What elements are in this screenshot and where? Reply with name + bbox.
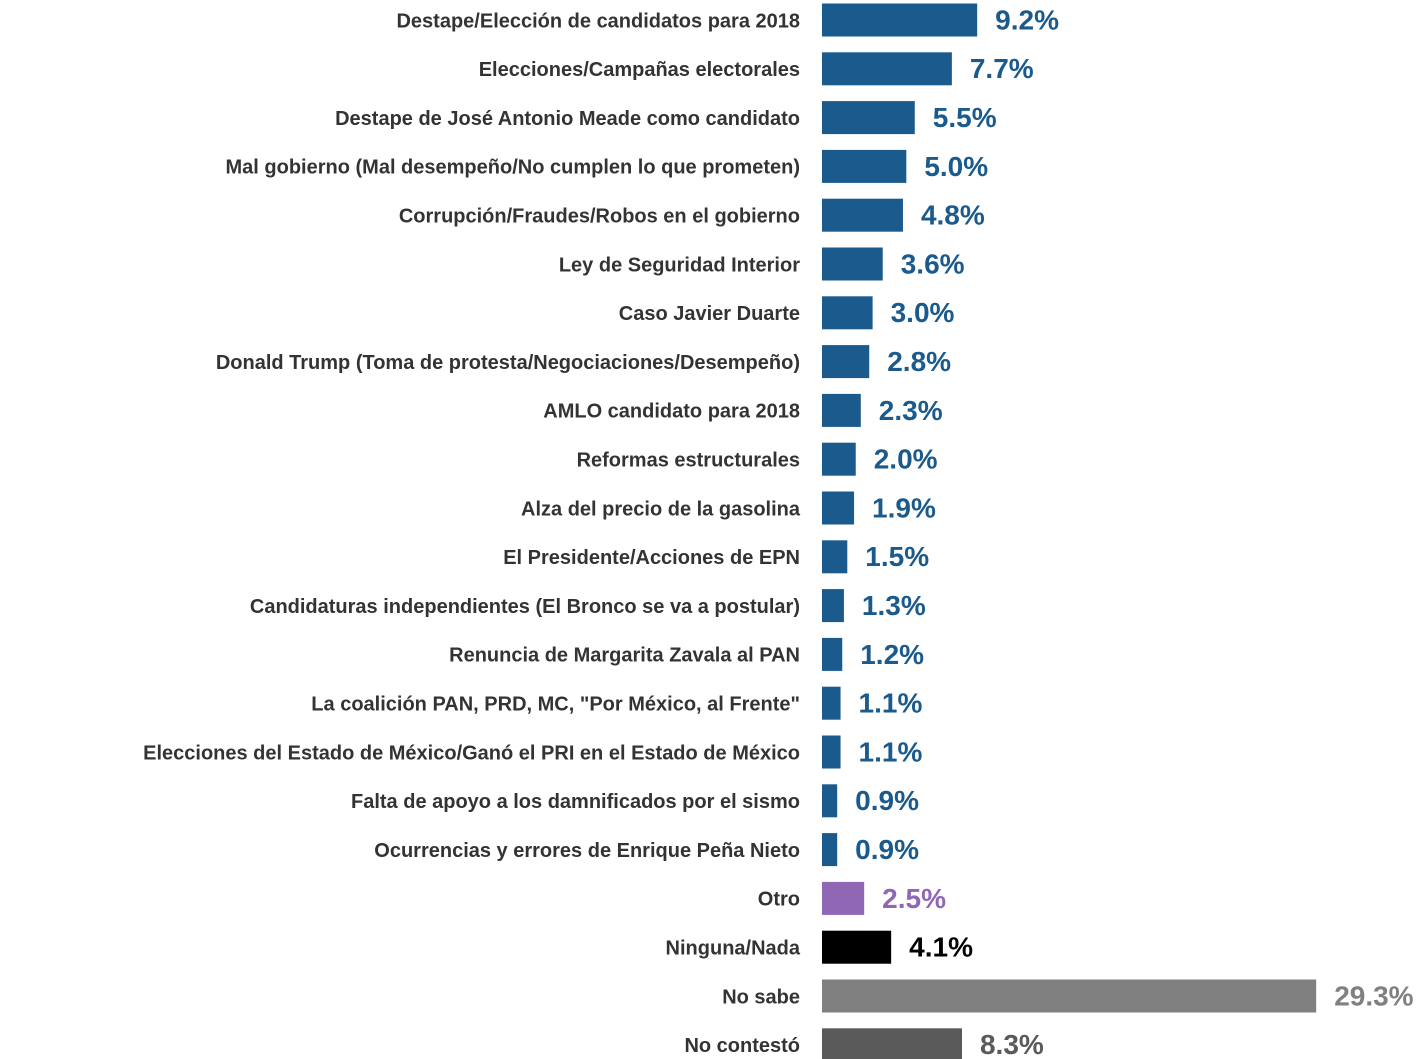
bar	[822, 881, 865, 915]
value-label: 3.6%	[901, 248, 965, 279]
category-label: Reformas estructurales	[577, 449, 800, 471]
category-label: Candidaturas independientes (El Bronco s…	[250, 596, 800, 618]
value-label: 8.3%	[980, 1029, 1044, 1059]
category-label: Ley de Seguridad Interior	[559, 254, 800, 276]
bar	[822, 149, 907, 183]
bar	[822, 247, 883, 281]
value-label: 29.3%	[1334, 980, 1413, 1011]
category-label: Destape de José Antonio Meade como candi…	[335, 108, 800, 130]
value-label: 1.3%	[862, 590, 926, 621]
value-label: 2.5%	[882, 883, 946, 914]
bar	[822, 735, 841, 769]
bar	[822, 637, 843, 671]
category-label: Elecciones/Campañas electorales	[479, 59, 800, 81]
value-label: 2.3%	[879, 395, 943, 426]
category-label: Renuncia de Margarita Zavala al PAN	[449, 645, 800, 667]
category-label: El Presidente/Acciones de EPN	[503, 547, 800, 569]
value-label: 9.2%	[995, 4, 1059, 35]
bar	[822, 930, 892, 964]
bar	[822, 979, 1317, 1013]
category-label: Otro	[758, 889, 800, 911]
value-label: 0.9%	[855, 785, 919, 816]
category-label: Alza del precio de la gasolina	[521, 498, 801, 520]
category-label: Ocurrencias y errores de Enrique Peña Ni…	[374, 840, 800, 862]
bar	[822, 393, 861, 427]
category-label: Caso Javier Duarte	[619, 303, 800, 325]
category-label: La coalición PAN, PRD, MC, "Por México, …	[311, 693, 800, 715]
bar	[822, 1028, 962, 1059]
value-label: 1.1%	[859, 688, 923, 719]
category-label: No sabe	[722, 986, 800, 1008]
category-label: No contestó	[684, 1035, 800, 1057]
bar	[822, 491, 855, 525]
bar	[822, 198, 903, 232]
category-label: Mal gobierno (Mal desempeño/No cumplen l…	[226, 157, 801, 179]
bar	[822, 52, 952, 86]
value-label: 4.1%	[909, 932, 973, 963]
bar	[822, 101, 915, 135]
value-label: 7.7%	[970, 53, 1034, 84]
bar	[822, 442, 856, 476]
bar	[822, 3, 978, 37]
category-label: Elecciones del Estado de México/Ganó el …	[143, 742, 800, 764]
category-label: Corrupción/Fraudes/Robos en el gobierno	[399, 205, 800, 227]
value-label: 0.9%	[855, 834, 919, 865]
category-label: Falta de apoyo a los damnificados por el…	[351, 791, 800, 813]
value-label: 5.0%	[924, 151, 988, 182]
category-label: Destape/Elección de candidatos para 2018	[396, 10, 800, 32]
value-label: 1.1%	[859, 736, 923, 767]
bar	[822, 833, 838, 867]
bar	[822, 345, 870, 379]
value-label: 4.8%	[921, 200, 985, 231]
value-label: 1.9%	[872, 492, 936, 523]
bar	[822, 686, 841, 720]
value-label: 1.5%	[865, 541, 929, 572]
value-label: 5.5%	[933, 102, 997, 133]
value-label: 2.0%	[874, 444, 938, 475]
category-label: AMLO candidato para 2018	[543, 401, 800, 423]
bar	[822, 589, 844, 623]
category-label: Donald Trump (Toma de protesta/Negociaci…	[216, 352, 800, 374]
bar	[822, 540, 848, 574]
bar	[822, 784, 838, 818]
value-label: 3.0%	[891, 297, 955, 328]
value-label: 2.8%	[887, 346, 951, 377]
value-label: 1.2%	[860, 639, 924, 670]
bar	[822, 296, 873, 330]
category-label: Ninguna/Nada	[666, 937, 801, 959]
